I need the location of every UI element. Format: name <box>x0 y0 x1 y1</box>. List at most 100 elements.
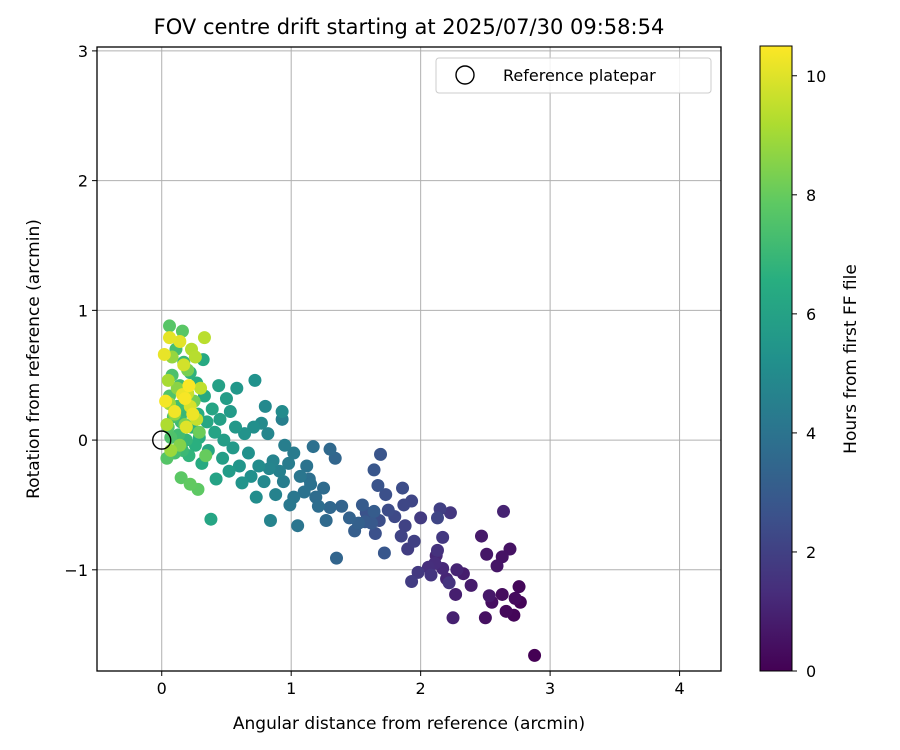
y-axis-label: Rotation from reference (arcmin) <box>24 219 44 499</box>
data-point <box>371 478 385 492</box>
data-point <box>430 511 444 525</box>
x-tick-label: 1 <box>286 679 296 698</box>
data-point <box>248 373 262 387</box>
data-point <box>480 547 494 561</box>
data-point <box>212 379 226 393</box>
data-point <box>367 463 381 477</box>
data-point <box>311 499 325 513</box>
data-point <box>247 420 261 434</box>
data-point <box>335 499 349 513</box>
data-point <box>216 451 230 465</box>
y-tick-label: −1 <box>64 561 88 580</box>
data-point <box>200 415 214 429</box>
data-point <box>178 392 192 406</box>
data-point <box>497 504 511 518</box>
data-point <box>323 501 337 515</box>
data-point <box>164 443 178 457</box>
data-point <box>342 511 356 525</box>
data-point <box>330 551 344 565</box>
reference-point <box>152 430 172 450</box>
y-tick-label: 0 <box>78 431 88 450</box>
data-point <box>398 519 412 533</box>
data-point <box>161 373 175 387</box>
data-point <box>367 504 381 518</box>
x-tick-label: 3 <box>545 679 555 698</box>
data-point <box>482 589 496 603</box>
data-point <box>222 464 236 478</box>
data-point <box>411 565 425 579</box>
data-point <box>397 498 411 512</box>
data-point <box>374 447 388 461</box>
data-point <box>179 420 193 434</box>
data-point <box>241 446 255 460</box>
data-point <box>293 469 307 483</box>
data-point <box>194 381 208 395</box>
data-point <box>204 512 218 526</box>
data-point <box>263 514 277 528</box>
data-point <box>282 456 296 470</box>
data-point <box>381 503 395 517</box>
data-point <box>244 469 258 483</box>
data-point <box>275 405 289 419</box>
data-point <box>508 591 522 605</box>
x-tick-label: 0 <box>157 679 167 698</box>
data-point <box>208 425 222 439</box>
data-point <box>257 475 271 489</box>
data-point <box>261 427 275 441</box>
colorbar-gradient <box>759 45 793 672</box>
y-tick-label: 3 <box>78 42 88 61</box>
data-point <box>283 498 297 512</box>
y-axis-ticks: −1 0 1 2 3 <box>64 42 97 580</box>
data-point <box>219 392 233 406</box>
chart-title: FOV centre drift starting at 2025/07/30 … <box>154 15 665 39</box>
data-point <box>249 490 263 504</box>
legend-marker <box>455 65 475 85</box>
y-tick-label: 2 <box>78 172 88 191</box>
data-point <box>499 604 513 618</box>
legend-box <box>435 57 712 94</box>
data-point <box>213 412 227 426</box>
data-point <box>230 381 244 395</box>
data-point <box>278 438 292 452</box>
data-point <box>223 405 237 419</box>
data-point <box>235 476 249 490</box>
data-point <box>192 425 206 439</box>
data-point <box>490 559 504 573</box>
data-point <box>323 442 337 456</box>
x-axis-ticks: 0 1 2 3 4 <box>157 671 685 698</box>
data-point <box>430 543 444 557</box>
data-point <box>229 420 243 434</box>
data-point <box>217 433 231 447</box>
data-point <box>319 514 333 528</box>
data-point <box>199 449 213 463</box>
data-point <box>512 580 526 594</box>
data-point <box>183 477 197 491</box>
data-point <box>407 534 421 548</box>
data-point <box>238 427 252 441</box>
data-point <box>355 498 369 512</box>
colorbar-tick-label: 8 <box>806 186 816 205</box>
data-point <box>175 324 189 338</box>
data-point <box>182 379 196 393</box>
data-point <box>450 563 464 577</box>
data-point <box>174 471 188 485</box>
data-point <box>232 459 246 473</box>
colorbar-tick-label: 4 <box>806 424 816 443</box>
data-point <box>276 475 290 489</box>
data-point <box>424 568 438 582</box>
data-point <box>379 488 393 502</box>
colorbar-tick-label: 10 <box>806 67 826 86</box>
data-point <box>177 358 191 372</box>
reference-marker <box>152 430 172 450</box>
data-point <box>377 546 391 560</box>
data-point <box>478 611 492 625</box>
data-point <box>306 440 320 454</box>
data-point <box>287 446 301 460</box>
data-point <box>173 334 187 348</box>
data-point <box>405 574 419 588</box>
y-tick-label: 1 <box>78 301 88 320</box>
data-point <box>300 459 314 473</box>
colorbar-tick-label: 6 <box>806 305 816 324</box>
colorbar-tick-label: 2 <box>806 543 816 562</box>
